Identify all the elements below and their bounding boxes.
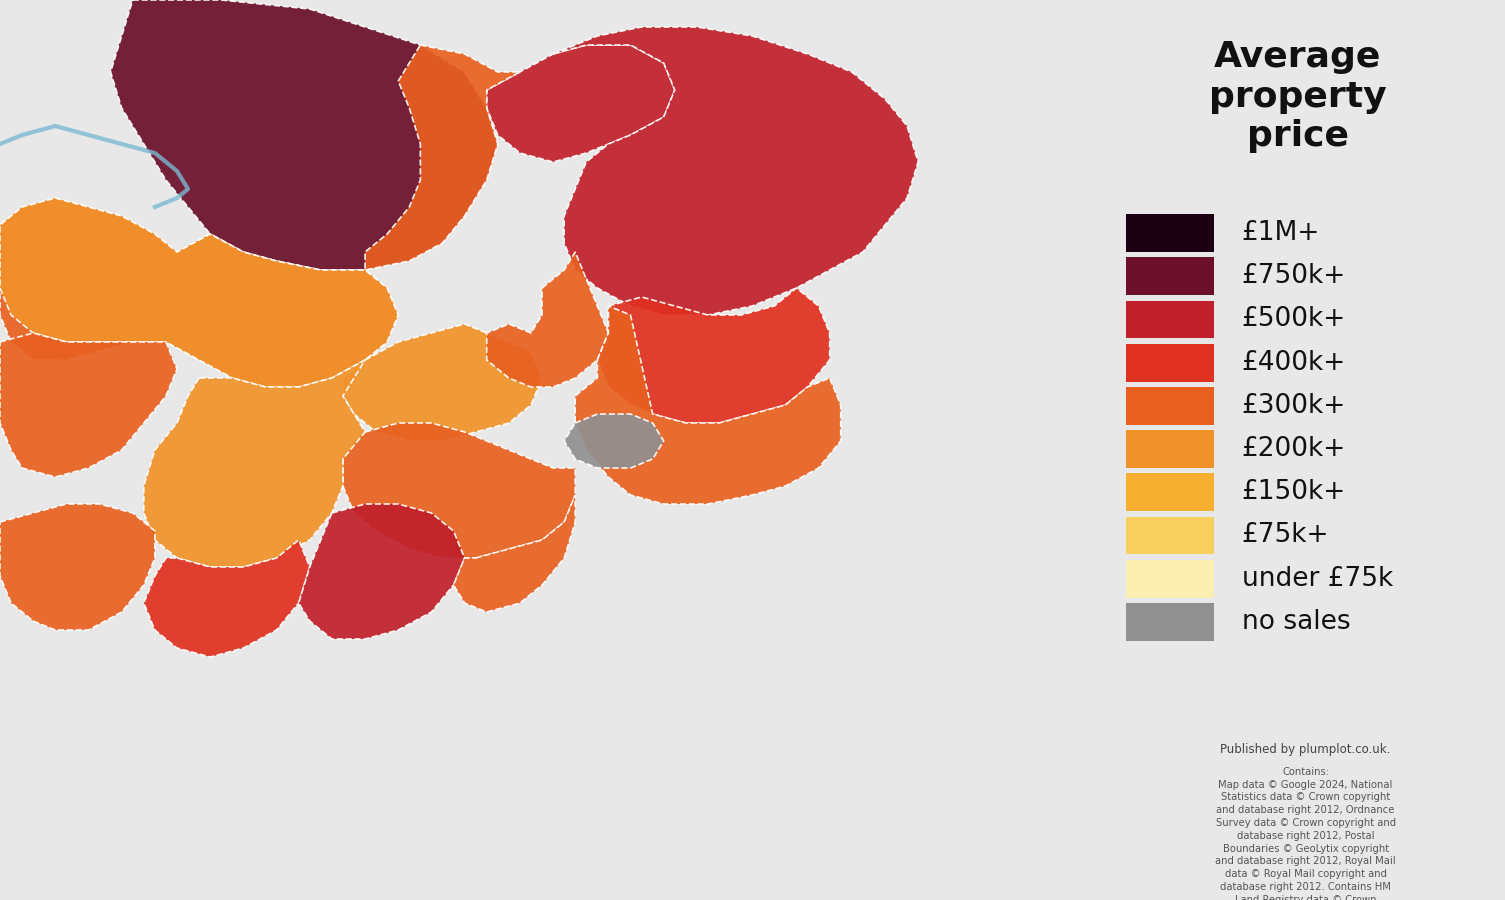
Text: £150k+: £150k+ — [1242, 480, 1345, 505]
FancyBboxPatch shape — [1126, 517, 1215, 554]
FancyBboxPatch shape — [1126, 560, 1215, 598]
FancyBboxPatch shape — [1126, 214, 1215, 252]
Text: £750k+: £750k+ — [1242, 264, 1345, 289]
FancyBboxPatch shape — [1126, 257, 1215, 295]
FancyBboxPatch shape — [1126, 603, 1215, 641]
FancyBboxPatch shape — [1126, 430, 1215, 468]
Polygon shape — [575, 306, 841, 504]
Polygon shape — [0, 333, 178, 477]
Polygon shape — [111, 0, 498, 270]
Text: £1M+: £1M+ — [1242, 220, 1320, 246]
Polygon shape — [0, 504, 155, 630]
Polygon shape — [144, 360, 366, 567]
FancyBboxPatch shape — [1126, 344, 1215, 382]
Polygon shape — [564, 414, 664, 468]
Text: no sales: no sales — [1242, 609, 1350, 634]
Polygon shape — [343, 423, 575, 558]
Polygon shape — [453, 495, 575, 612]
Polygon shape — [486, 252, 608, 387]
Text: £200k+: £200k+ — [1242, 436, 1345, 462]
Polygon shape — [298, 504, 465, 639]
Polygon shape — [0, 198, 399, 387]
FancyBboxPatch shape — [1126, 473, 1215, 511]
Polygon shape — [486, 45, 674, 162]
Text: Contains:
Map data © Google 2024, National
Statistics data © Crown copyright
and: Contains: Map data © Google 2024, Nation… — [1215, 767, 1397, 900]
Text: £300k+: £300k+ — [1242, 393, 1345, 419]
Text: £75k+: £75k+ — [1242, 523, 1329, 548]
FancyBboxPatch shape — [1126, 301, 1215, 338]
Text: under £75k: under £75k — [1242, 566, 1394, 591]
Text: £500k+: £500k+ — [1242, 307, 1345, 332]
Polygon shape — [597, 288, 829, 423]
Polygon shape — [0, 198, 399, 387]
Polygon shape — [343, 324, 542, 441]
Polygon shape — [144, 540, 310, 657]
FancyBboxPatch shape — [1126, 387, 1215, 425]
Text: Published by plumplot.co.uk.: Published by plumplot.co.uk. — [1221, 742, 1391, 755]
Text: Average
property
price: Average property price — [1209, 40, 1386, 153]
Text: £400k+: £400k+ — [1242, 350, 1345, 375]
Polygon shape — [554, 27, 918, 315]
Polygon shape — [366, 45, 519, 270]
